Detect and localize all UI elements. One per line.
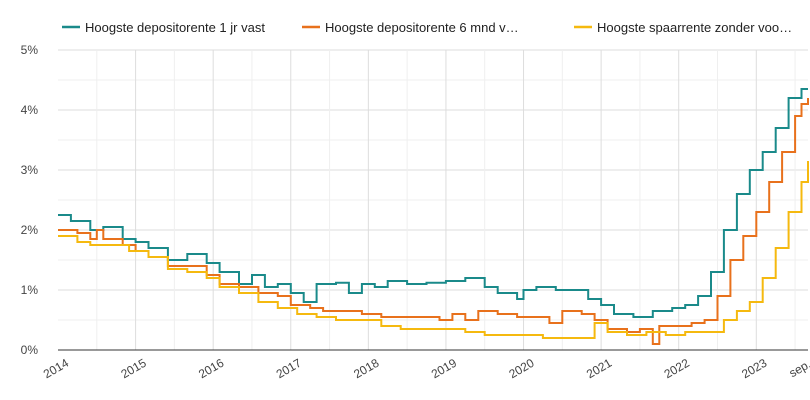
series-line-3[interactable] — [58, 161, 809, 339]
y-tick-label: 3% — [21, 163, 39, 177]
legend-label: Hoogste depositorente 6 mnd v… — [325, 20, 519, 35]
legend-label: Hoogste spaarrente zonder voo… — [597, 20, 792, 35]
y-tick-label: 0% — [21, 343, 39, 357]
x-tick-label: 2023 — [739, 356, 769, 382]
legend-item-1[interactable]: Hoogste depositorente 1 jr vast — [62, 20, 265, 35]
x-tick-label: 2017 — [274, 356, 304, 382]
x-tick-label: 2018 — [351, 356, 381, 382]
y-tick-label: 4% — [21, 103, 39, 117]
legend-item-2[interactable]: Hoogste depositorente 6 mnd v… — [302, 20, 519, 35]
x-tick-label: 2021 — [584, 356, 614, 382]
x-tick-label: sep. — [787, 357, 810, 380]
y-tick-label: 5% — [21, 43, 39, 57]
chart-legend[interactable]: Hoogste depositorente 1 jr vast Hoogste d… — [62, 20, 792, 35]
x-axis-ticks: 2014 2015 2016 2017 2018 2019 2020 2021 2022 2023… — [41, 356, 810, 382]
x-tick-label: 2019 — [429, 356, 459, 382]
y-tick-label: 2% — [21, 223, 39, 237]
legend-label: Hoogste depositorente 1 jr vast — [85, 20, 265, 35]
x-tick-label: 2020 — [506, 356, 536, 382]
series-line-2[interactable] — [58, 98, 809, 345]
series-lines — [58, 88, 809, 345]
x-tick-label: 2016 — [196, 356, 226, 382]
y-tick-label: 1% — [21, 283, 39, 297]
series-line-1[interactable] — [58, 88, 808, 318]
y-axis-ticks: 0% 1% 2% 3% 4% 5% — [21, 43, 39, 357]
x-tick-label: 2014 — [41, 356, 71, 382]
x-tick-label: 2015 — [119, 356, 149, 382]
x-tick-label: 2022 — [662, 356, 692, 382]
legend-item-3[interactable]: Hoogste spaarrente zonder voo… — [574, 20, 792, 35]
